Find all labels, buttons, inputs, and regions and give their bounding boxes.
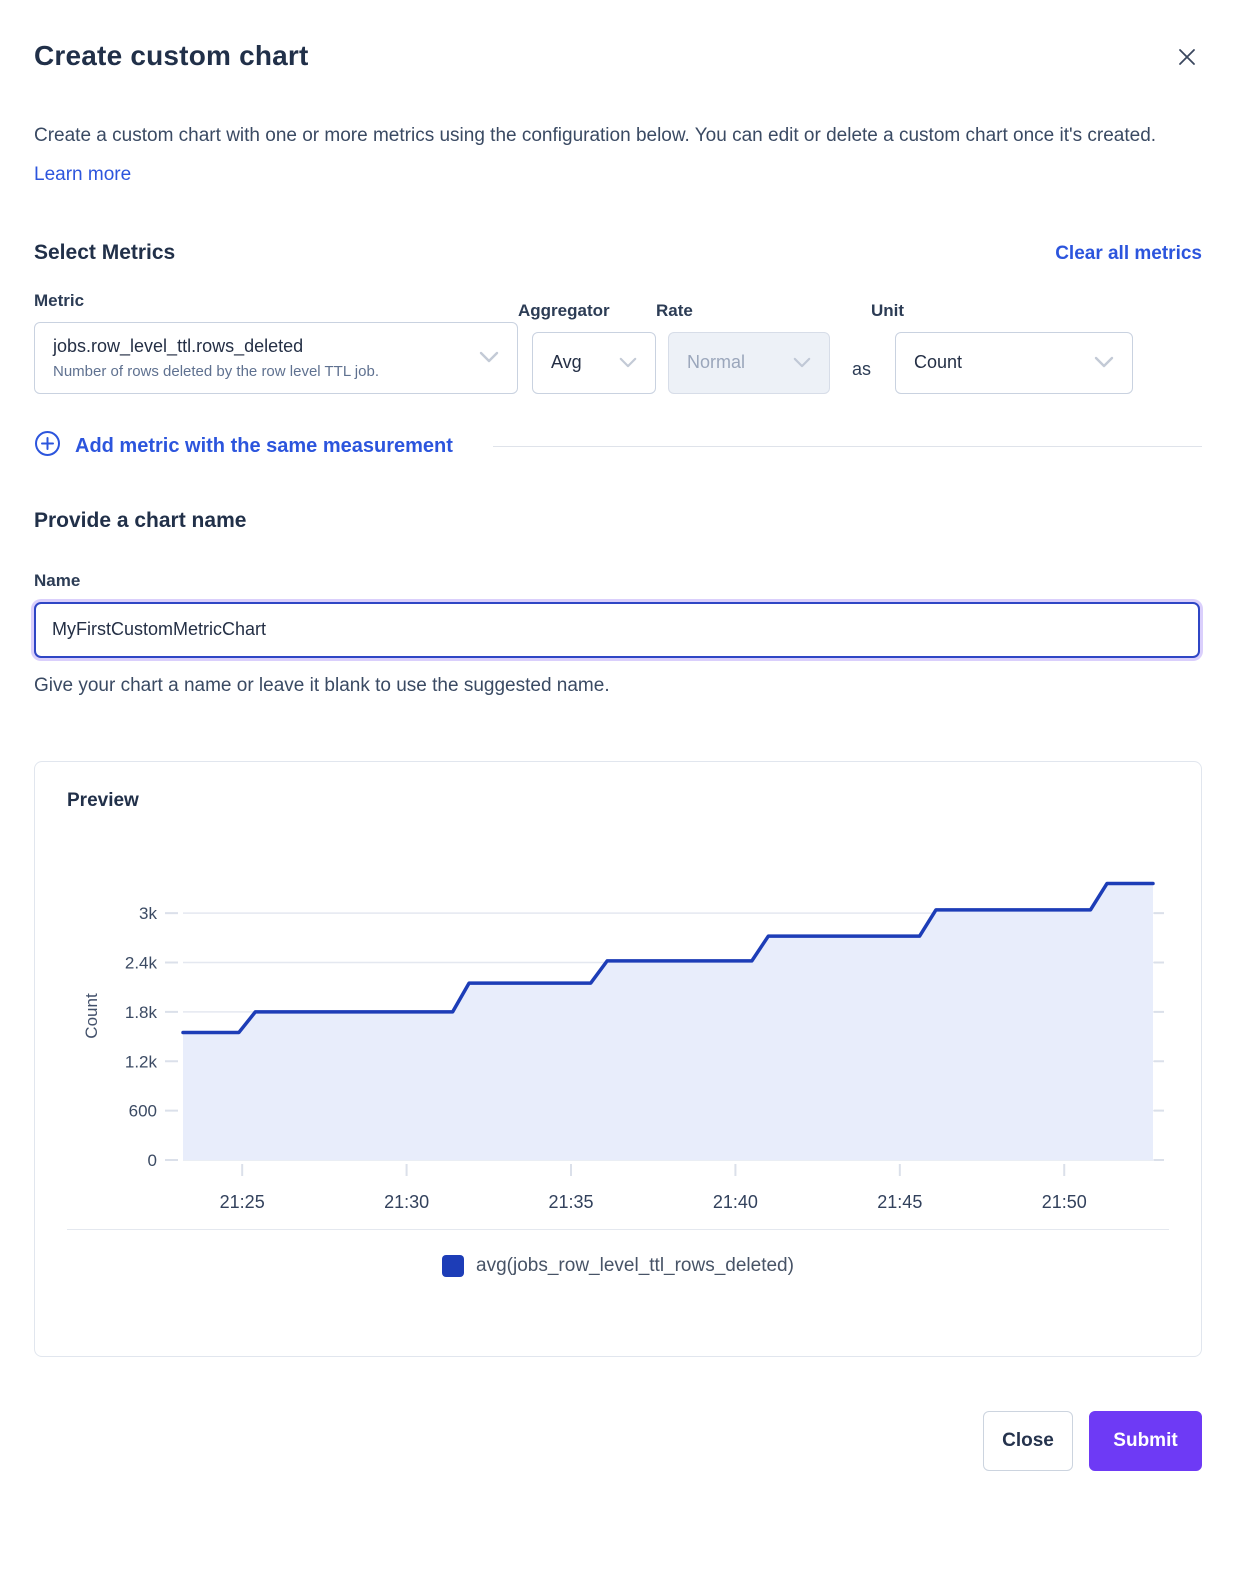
dialog-footer: Close Submit [34,1410,1202,1471]
unit-select[interactable]: Count [895,331,1134,394]
chart-name-heading: Provide a chart name [34,508,247,532]
submit-button[interactable]: Submit [1089,1410,1202,1471]
rate-label: Rate [656,300,693,320]
aggregator-select-value: Avg [551,352,582,373]
select-metrics-header: Select Metrics Clear all metrics [34,241,1202,265]
rate-select-value: Normal [687,352,746,373]
unit-field: Unit Count [871,300,1134,394]
preview-heading: Preview [67,789,139,811]
metric-config-row: Metric jobs.row_level_ttl.rows_deleted N… [34,291,1202,394]
legend-divider [67,1228,1169,1230]
metric-select-description: Number of rows deleted by the row level … [53,362,379,380]
metric-field: Metric jobs.row_level_ttl.rows_deleted N… [34,291,518,394]
metric-select-value: jobs.row_level_ttl.rows_deleted [53,335,304,356]
svg-text:2.4k: 2.4k [125,953,158,972]
legend-label: avg(jobs_row_level_ttl_rows_deleted) [476,1254,794,1276]
legend-item[interactable]: avg(jobs_row_level_ttl_rows_deleted) [67,1254,1169,1277]
chevron-down-icon [479,347,499,368]
legend-swatch [442,1254,465,1277]
svg-text:21:45: 21:45 [877,1192,922,1212]
svg-text:1.8k: 1.8k [125,1003,158,1022]
dialog-title: Create custom chart [34,40,309,71]
metric-select-content: jobs.row_level_ttl.rows_deleted Number o… [53,336,379,380]
description-text: Create a custom chart with one or more m… [34,125,1157,146]
name-label: Name [34,570,81,590]
metric-select[interactable]: jobs.row_level_ttl.rows_deleted Number o… [34,321,518,394]
select-metrics-heading: Select Metrics [34,240,176,264]
add-metric-button[interactable]: Add metric with the same measurement [34,430,453,463]
dialog-header: Create custom chart [34,40,1202,75]
svg-text:3k: 3k [139,904,157,923]
svg-text:0: 0 [148,1151,157,1170]
unit-select-value: Count [914,352,963,373]
learn-more-link[interactable]: Learn more [34,163,132,185]
add-metric-row: Add metric with the same measurement [34,430,1202,463]
preview-chart: 0 600 1.2k 1.8k 2.4k 3k 21:25 21:30 21:35 21:40 21… [67,846,1169,1223]
chevron-down-icon [793,352,811,373]
chevron-down-icon [619,352,637,373]
name-helper-text: Give your chart a name or leave it blank… [34,674,610,696]
aggregator-field: Aggregator Avg [518,301,656,394]
svg-text:Count: Count [82,993,101,1039]
preview-card: Preview 0 600 1.2k 1.8k 2.4k 3k 21:25 21:30 21:3… [34,760,1202,1357]
unit-label: Unit [871,300,905,320]
svg-text:21:40: 21:40 [713,1192,758,1212]
rate-select-disabled: Normal [668,331,830,394]
as-label: as [852,358,872,379]
create-custom-chart-dialog: Create custom chart Create a custom char… [0,40,1236,1471]
chart-name-input[interactable] [34,601,1200,658]
clear-all-metrics-link[interactable]: Clear all metrics [1055,242,1202,264]
svg-text:21:25: 21:25 [220,1192,265,1212]
close-button[interactable]: Close [983,1410,1073,1471]
aggregator-label: Aggregator [518,300,610,320]
area-chart: 0 600 1.2k 1.8k 2.4k 3k 21:25 21:30 21:35 21:40 21… [82,881,1164,1212]
metric-label: Metric [34,290,85,310]
dialog-description: Create a custom chart with one or more m… [34,117,1194,195]
add-metric-label: Add metric with the same measurement [75,434,453,457]
svg-text:21:35: 21:35 [548,1192,593,1212]
svg-text:1.2k: 1.2k [125,1052,158,1071]
divider [492,445,1202,447]
svg-text:21:30: 21:30 [384,1192,429,1212]
plus-circle-icon [34,430,61,463]
chevron-down-icon [1094,352,1114,373]
close-icon[interactable] [1172,42,1202,75]
svg-text:21:50: 21:50 [1042,1192,1087,1212]
svg-text:600: 600 [129,1102,157,1121]
aggregator-select[interactable]: Avg [532,331,656,394]
rate-field: Rate Normal [656,301,830,394]
